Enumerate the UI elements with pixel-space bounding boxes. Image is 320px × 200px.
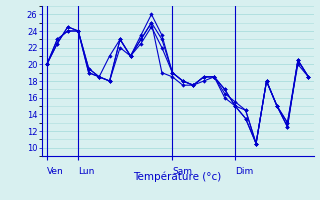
Text: Lun: Lun — [78, 167, 95, 176]
X-axis label: Température (°c): Température (°c) — [133, 171, 222, 182]
Text: Dim: Dim — [235, 167, 253, 176]
Text: Ven: Ven — [47, 167, 64, 176]
Text: Sam: Sam — [172, 167, 192, 176]
